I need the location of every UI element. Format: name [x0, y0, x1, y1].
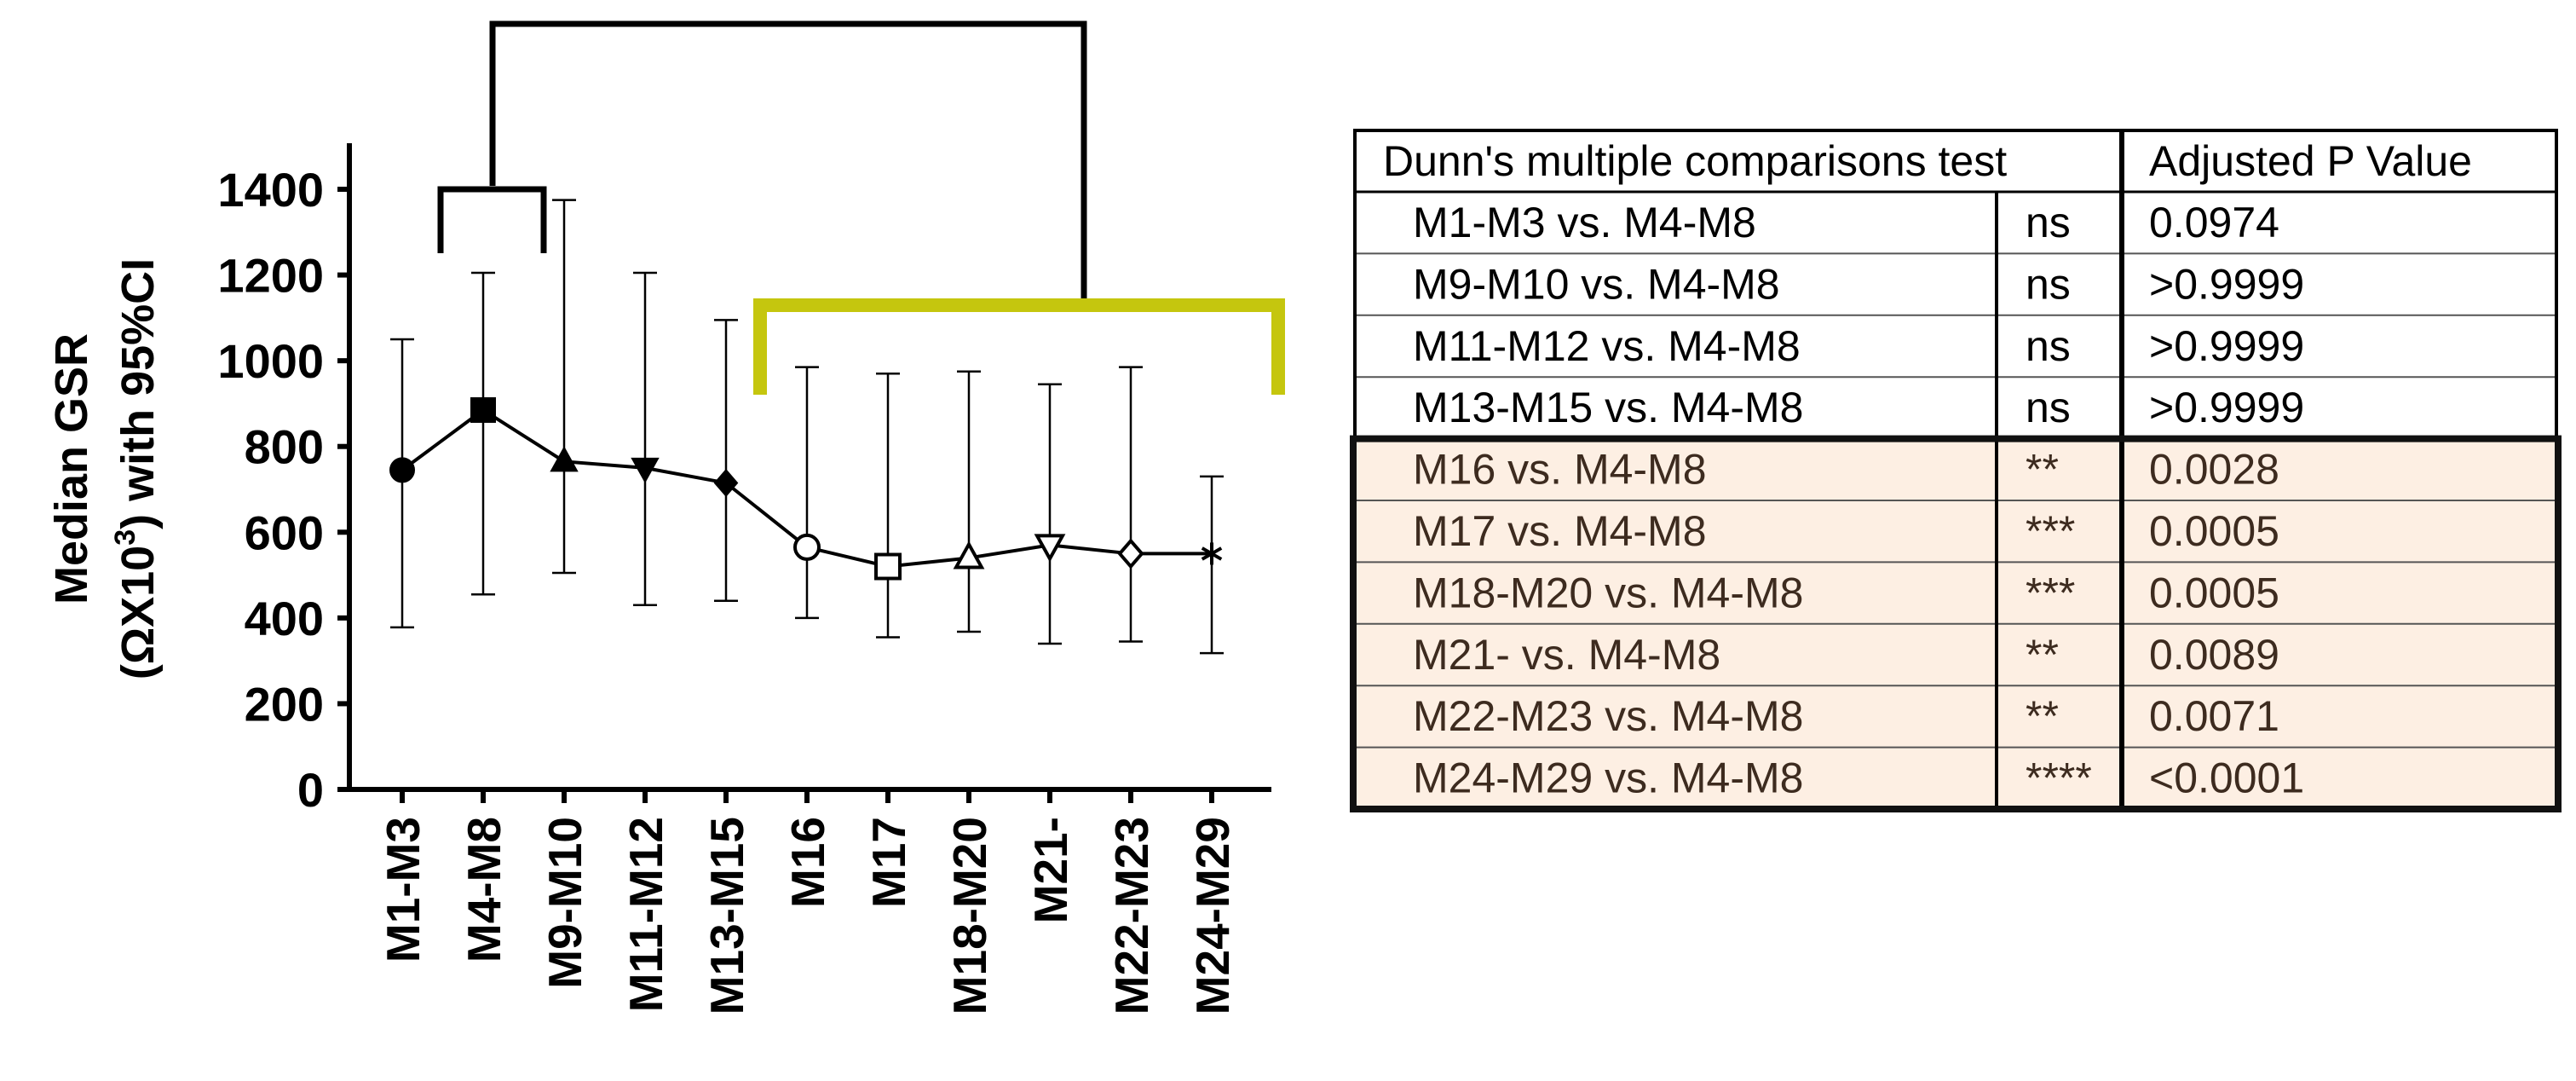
y-tick-label: 800 — [245, 420, 324, 474]
y-tick-label: 0 — [297, 763, 324, 817]
bracket-comparison-groups — [753, 298, 1285, 395]
p-value-cell: <0.0001 — [2149, 754, 2304, 802]
y-axis-title-line1: Median GSR — [46, 333, 97, 604]
p-value-cell: 0.0089 — [2149, 631, 2279, 679]
data-point-7 — [953, 540, 985, 569]
dunn-comparison-table: Dunn's multiple comparisons test Adjusted… — [1350, 129, 2562, 812]
y-axis-title-suffix: ) with 95%CI — [112, 258, 164, 529]
table-row: M21- vs. M4-M8 ** 0.0089 — [1413, 631, 2279, 679]
comparison-cell: M18-M20 vs. M4-M8 — [1413, 569, 1803, 616]
x-tick-label: M16 — [781, 817, 834, 908]
data-point-4 — [713, 468, 739, 497]
x-tick-label: M22-M23 — [1105, 817, 1158, 1015]
data-point-1 — [470, 396, 496, 423]
table-row: M16 vs. M4-M8 ** 0.0028 — [1413, 446, 2279, 494]
table-header-p-value: Adjusted P Value — [2149, 137, 2472, 185]
p-value-cell: >0.9999 — [2149, 260, 2304, 308]
significance-cell: ns — [2026, 322, 2071, 370]
significance-cell: ns — [2026, 384, 2071, 431]
table-row: M18-M20 vs. M4-M8 *** 0.0005 — [1413, 569, 2279, 616]
y-tick-label: 1200 — [217, 249, 324, 303]
x-tick-label: M24-M29 — [1186, 817, 1239, 1015]
data-point-10 — [1201, 542, 1223, 565]
x-tick-label: M13-M15 — [700, 817, 753, 1015]
significance-cell: **** — [2026, 754, 2092, 802]
table-row: M9-M10 vs. M4-M8 ns >0.9999 — [1413, 260, 2304, 308]
x-tick-label: M11-M12 — [620, 817, 672, 1012]
highlight-border — [1350, 435, 2562, 812]
p-value-cell: >0.9999 — [2149, 384, 2304, 431]
comparison-cell: M17 vs. M4-M8 — [1413, 507, 1707, 555]
x-axis-ticks: M1-M3 M4-M8 M9-M10 M11-M12 M13-M15 M16 M17 M18-… — [377, 789, 1239, 1015]
y-axis-ticks: 0 200 400 600 800 1000 1200 1400 — [217, 163, 349, 817]
x-tick-label: M9-M10 — [539, 817, 591, 989]
comparison-cell: M1-M3 vs. M4-M8 — [1413, 199, 1756, 246]
y-axis-title-superscript: 3 — [109, 529, 141, 546]
data-point-9 — [1117, 538, 1144, 569]
table-row: M17 vs. M4-M8 *** 0.0005 — [1413, 507, 2279, 555]
significance-cell: ** — [2026, 446, 2059, 494]
y-tick-label: 1000 — [217, 334, 324, 388]
comparison-cell: M11-M12 vs. M4-M8 — [1413, 322, 1801, 370]
table-header-comparison: Dunn's multiple comparisons test — [1383, 137, 2007, 185]
p-value-cell: 0.0974 — [2149, 199, 2279, 246]
bracket-top-connector — [489, 20, 1087, 309]
table-row: M13-M15 vs. M4-M8 ns >0.9999 — [1413, 384, 2304, 431]
data-point-0 — [389, 457, 415, 483]
table-row: M24-M29 vs. M4-M8 **** <0.0001 — [1413, 754, 2304, 802]
p-value-cell: >0.9999 — [2149, 322, 2304, 370]
bracket-reference-group — [437, 186, 547, 253]
x-tick-label: M17 — [862, 817, 915, 908]
data-point-6 — [874, 552, 902, 581]
p-value-cell: 0.0071 — [2149, 692, 2279, 740]
y-axis-title-line2: (ΩX103) with 95%CI — [109, 258, 164, 679]
significance-cell: ns — [2026, 199, 2071, 246]
significance-cell: ** — [2026, 631, 2059, 679]
x-tick-label: M18-M20 — [943, 817, 996, 1015]
comparison-cell: M16 vs. M4-M8 — [1413, 446, 1707, 494]
x-tick-label: M4-M8 — [458, 817, 510, 962]
data-point-2 — [550, 446, 579, 472]
table-row: M11-M12 vs. M4-M8 ns >0.9999 — [1413, 322, 2304, 370]
significance-cell: *** — [2026, 569, 2075, 616]
p-value-cell: 0.0005 — [2149, 569, 2279, 616]
data-point-3 — [631, 457, 660, 483]
comparison-cell: M9-M10 vs. M4-M8 — [1413, 260, 1780, 308]
comparison-cell: M22-M23 vs. M4-M8 — [1413, 692, 1803, 740]
p-value-cell: 0.0005 — [2149, 507, 2279, 555]
significance-cell: ** — [2026, 692, 2059, 740]
table-row: M22-M23 vs. M4-M8 ** 0.0071 — [1413, 692, 2279, 740]
data-point-5 — [793, 533, 821, 561]
comparison-cell: M24-M29 vs. M4-M8 — [1413, 754, 1803, 802]
p-value-cell: 0.0028 — [2149, 446, 2279, 494]
y-tick-label: 1400 — [217, 163, 324, 217]
comparison-cell: M21- vs. M4-M8 — [1413, 631, 1720, 679]
y-axis-title-prefix: (ΩX10 — [112, 546, 164, 679]
x-tick-label: M21- — [1024, 817, 1077, 923]
data-markers — [389, 396, 1223, 581]
table-row: M1-M3 vs. M4-M8 ns 0.0974 — [1413, 199, 2279, 246]
y-tick-label: 600 — [245, 506, 324, 559]
comparison-cell: M13-M15 vs. M4-M8 — [1413, 384, 1803, 431]
x-tick-label: M1-M3 — [377, 817, 429, 962]
y-tick-label: 200 — [245, 677, 324, 731]
significance-cell: ns — [2026, 260, 2071, 308]
data-point-8 — [1034, 534, 1066, 563]
y-tick-label: 400 — [245, 592, 324, 645]
error-bars — [390, 199, 1224, 655]
significance-cell: *** — [2026, 507, 2075, 555]
